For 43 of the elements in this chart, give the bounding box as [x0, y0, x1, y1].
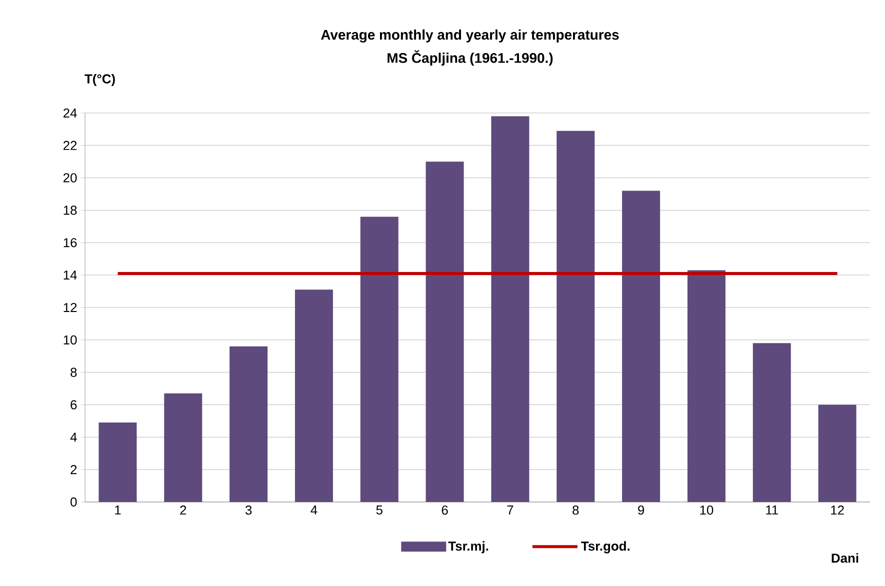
x-tick-label: 9: [638, 506, 644, 515]
y-tick-label: 10: [64, 335, 77, 344]
y-tick-label: 24: [63, 108, 77, 118]
bar: [426, 162, 464, 502]
y-tick-label: 16: [64, 238, 77, 248]
legend-label: Tsr.mj.: [448, 541, 488, 554]
x-tick-label: 4: [310, 506, 318, 514]
bar: [164, 393, 202, 502]
y-tick-label: 8: [70, 368, 77, 377]
x-tick-label: 11: [766, 506, 778, 514]
bar: [622, 190, 660, 502]
y-axis-title: T(°C): [84, 74, 115, 86]
bar: [818, 404, 856, 502]
bar: [230, 346, 268, 502]
legend-label: Tsr.god.: [581, 541, 630, 554]
bar: [98, 422, 137, 502]
x-tick-label: 2: [180, 506, 186, 515]
y-tick-label: 20: [63, 173, 77, 182]
y-tick-label: 22: [63, 140, 77, 150]
y-tick-label: 14: [64, 270, 77, 280]
x-axis-title: Dani: [832, 553, 858, 563]
y-tick-label: 12: [64, 302, 77, 312]
x-tick-label: 8: [572, 506, 579, 515]
bar: [556, 130, 595, 502]
bar: [294, 290, 333, 502]
bar: [360, 216, 398, 502]
x-tick-label: 10: [700, 506, 714, 515]
y-tick-label: 4: [70, 432, 77, 442]
x-tick-label: 5: [376, 506, 382, 515]
x-tick-label: 3: [245, 506, 252, 515]
x-tick-label: 12: [831, 506, 844, 515]
y-tick-label: 2: [70, 465, 77, 474]
bar: [687, 270, 726, 502]
chart-subtitle: MS Čapljina (1961.-1990.): [388, 50, 553, 66]
x-tick-label: 6: [442, 506, 448, 515]
bar: [752, 343, 791, 502]
x-tick-label: 7: [507, 506, 514, 514]
y-tick-label: 18: [64, 206, 77, 215]
chart-title: Average monthly and yearly air temperatures: [320, 29, 619, 43]
y-tick-label: 0: [70, 497, 77, 507]
x-tick-label: 1: [115, 506, 121, 514]
y-tick-label: 6: [70, 400, 77, 410]
bar: [491, 116, 530, 502]
